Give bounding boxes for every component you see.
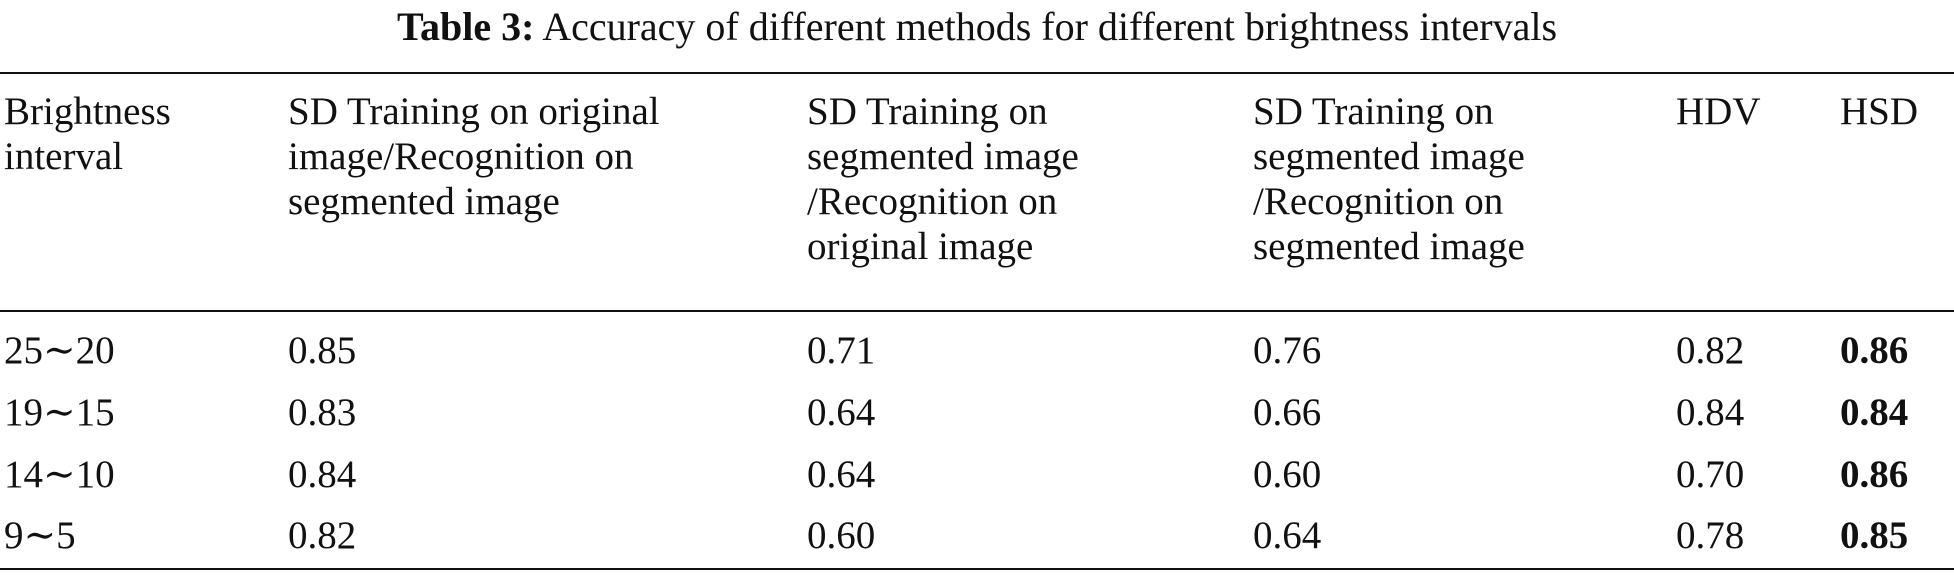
header-line: Brightness — [4, 90, 171, 133]
header-line: segmented image — [1253, 135, 1525, 178]
table-row: 14∼10 0.84 0.64 0.60 0.70 0.86 — [0, 444, 1954, 506]
cell-sd-orig-seg: 0.85 — [288, 329, 357, 372]
header-line: SD Training on — [1253, 90, 1494, 133]
top-rule — [0, 72, 1954, 74]
header-brightness-interval: Brightness interval — [4, 89, 171, 179]
cell-hsd-best: 0.86 — [1840, 453, 1909, 496]
cell-hdv: 0.84 — [1676, 391, 1745, 434]
cell-sd-seg-orig: 0.71 — [807, 329, 876, 372]
cell-sd-seg-orig: 0.64 — [807, 391, 876, 434]
table-row: 9∼5 0.82 0.60 0.64 0.78 0.85 — [0, 505, 1954, 567]
cell-sd-seg-seg: 0.60 — [1253, 453, 1322, 496]
cell-interval: 14∼10 — [4, 453, 115, 496]
table-row: 19∼15 0.83 0.64 0.66 0.84 0.84 — [0, 382, 1954, 444]
cell-sd-seg-seg: 0.76 — [1253, 329, 1322, 372]
header-line: interval — [4, 135, 124, 178]
header-line: SD Training on — [807, 90, 1048, 133]
cell-hdv: 0.70 — [1676, 453, 1745, 496]
cell-sd-seg-orig: 0.60 — [807, 514, 876, 557]
table-caption: Table 3: Accuracy of different methods f… — [0, 0, 1954, 62]
header-line: /Recognition on — [807, 180, 1058, 223]
cell-sd-orig-seg: 0.84 — [288, 453, 357, 496]
caption-text: Accuracy of different methods for differ… — [542, 4, 1558, 49]
cell-interval: 9∼5 — [4, 514, 76, 557]
header-line: segmented image — [288, 180, 560, 223]
header-sd-orig-seg: SD Training on original image/Recognitio… — [288, 89, 660, 224]
cell-sd-seg-orig: 0.64 — [807, 453, 876, 496]
header-line: /Recognition on — [1253, 180, 1504, 223]
header-line: segmented image — [1253, 225, 1525, 268]
header-line: segmented image — [807, 135, 1079, 178]
cell-sd-seg-seg: 0.66 — [1253, 391, 1322, 434]
cell-hsd-best: 0.84 — [1840, 391, 1909, 434]
cell-hdv: 0.78 — [1676, 514, 1745, 557]
header-hdv: HDV — [1676, 89, 1761, 134]
header-sd-seg-seg: SD Training on segmented image /Recognit… — [1253, 89, 1525, 269]
header-rule — [0, 310, 1954, 312]
cell-sd-seg-seg: 0.64 — [1253, 514, 1322, 557]
header-sd-seg-orig: SD Training on segmented image /Recognit… — [807, 89, 1079, 269]
cell-hsd-best: 0.86 — [1840, 329, 1909, 372]
cell-sd-orig-seg: 0.83 — [288, 391, 357, 434]
cell-hdv: 0.82 — [1676, 329, 1745, 372]
table-row: 25∼20 0.85 0.71 0.76 0.82 0.86 — [0, 320, 1954, 382]
header-line: HSD — [1840, 90, 1919, 133]
header-line: SD Training on original — [288, 90, 660, 133]
cell-sd-orig-seg: 0.82 — [288, 514, 357, 557]
cell-hsd-best: 0.85 — [1840, 514, 1909, 557]
cell-interval: 25∼20 — [4, 329, 115, 372]
cell-interval: 19∼15 — [4, 391, 115, 434]
header-line: HDV — [1676, 90, 1761, 133]
caption-label: Table 3: — [396, 4, 535, 49]
header-hsd: HSD — [1840, 89, 1918, 134]
bottom-rule — [0, 568, 1954, 570]
header-line: image/Recognition on — [288, 135, 634, 178]
header-line: original image — [807, 225, 1034, 268]
